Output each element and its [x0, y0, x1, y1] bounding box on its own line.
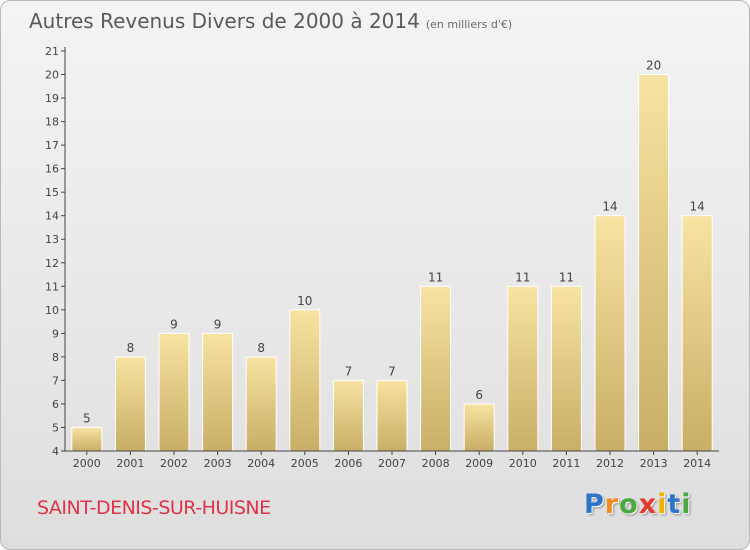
logo-letter: o: [619, 489, 639, 520]
chart-subtitle: (en milliers d'€): [425, 18, 513, 31]
x-tick-label: 2009: [465, 457, 493, 470]
bar-2003: [202, 332, 234, 452]
bar-2012: [594, 215, 626, 452]
y-tick-label: 17: [45, 139, 59, 152]
x-tick-label: 2012: [596, 457, 624, 470]
bar-value-label: 7: [345, 364, 353, 378]
x-tick-label: 2013: [640, 457, 668, 470]
y-tick-label: 4: [52, 445, 59, 458]
bar-2006: [332, 379, 364, 452]
bar-value-label: 6: [475, 388, 483, 402]
y-tick-label: 19: [45, 92, 59, 105]
x-tick-label: 2002: [160, 457, 188, 470]
y-tick-label: 21: [45, 45, 59, 58]
y-tick-label: 16: [45, 163, 59, 176]
commune-name: SAINT-DENIS-SUR-HUISNE: [37, 497, 271, 519]
x-tick-label: 2007: [378, 457, 406, 470]
y-axis: 4 5 6 7 8 9 10 11 12 13 14 15 16 17 18 19 20 21: [45, 45, 66, 458]
bar-value-label: 11: [515, 270, 530, 284]
y-tick-label: 18: [45, 116, 59, 129]
bar-value-label: 8: [127, 341, 135, 355]
bar-value-label: 9: [214, 317, 222, 331]
bar-value-label: 14: [690, 200, 705, 214]
x-tick-label: 2006: [334, 457, 362, 470]
x-tick-label: 2011: [552, 457, 580, 470]
x-tick-label: 2003: [204, 457, 232, 470]
logo-letter: P: [584, 489, 605, 520]
bar-2000: [71, 426, 103, 452]
logo-letter: i: [681, 489, 692, 520]
y-tick-label: 7: [52, 374, 59, 387]
chart-title: Autres Revenus Divers de 2000 à 2014 (en …: [29, 9, 512, 33]
y-tick-label: 8: [52, 351, 59, 364]
x-tick-label: 2004: [247, 457, 275, 470]
x-axis: 2000 2001 2002 2003 2004 2005 2006 2007 2008 2009…: [65, 450, 719, 470]
bar-2009: [463, 403, 495, 452]
chart-title-text: Autres Revenus Divers de 2000 à 2014: [29, 9, 420, 33]
bar-value-label: 9: [170, 317, 178, 331]
x-tick-label: 2008: [422, 457, 450, 470]
bar-2011: [550, 285, 582, 452]
y-tick-label: 15: [45, 186, 59, 199]
y-tick-label: 12: [45, 257, 59, 270]
y-tick-label: 20: [45, 69, 59, 82]
bar-2001: [114, 356, 146, 452]
bar-2014: [681, 215, 713, 452]
x-tick-label: 2014: [683, 457, 711, 470]
bar-value-label: 11: [559, 270, 574, 284]
bar-2013: [638, 74, 670, 452]
bar-value-label: 14: [602, 200, 617, 214]
y-tick-label: 13: [45, 233, 59, 246]
y-tick-label: 11: [45, 280, 59, 293]
bar-2007: [376, 379, 408, 452]
bar-2004: [245, 356, 277, 452]
proxiti-logo: Proxiti: [584, 489, 692, 520]
logo-letter: t: [667, 489, 682, 520]
logo-letter: i: [657, 489, 668, 520]
x-tick-label: 2005: [291, 457, 319, 470]
logo-letter: r: [604, 489, 620, 520]
y-tick-label: 10: [45, 304, 59, 317]
x-tick-label: 2010: [509, 457, 537, 470]
y-tick-label: 9: [52, 327, 59, 340]
bar-2010: [507, 285, 539, 452]
bar-value-label: 20: [646, 59, 661, 73]
x-tick-label: 2000: [73, 457, 101, 470]
bars: 5 8 9 9 8 10 7 7 11 6 11 11 14 20 14: [71, 59, 713, 452]
bar-value-label: 7: [388, 364, 396, 378]
bar-2005: [289, 309, 321, 452]
bar-value-label: 10: [297, 294, 312, 308]
bar-2002: [158, 332, 190, 452]
y-tick-label: 6: [52, 398, 59, 411]
bar-value-label: 5: [83, 411, 91, 425]
y-tick-label: 5: [52, 421, 59, 434]
y-tick-label: 14: [45, 210, 59, 223]
logo-letter: x: [638, 489, 658, 520]
x-tick-label: 2001: [116, 457, 144, 470]
bar-value-label: 11: [428, 270, 443, 284]
bar-value-label: 8: [257, 341, 265, 355]
bar-2008: [420, 285, 452, 452]
